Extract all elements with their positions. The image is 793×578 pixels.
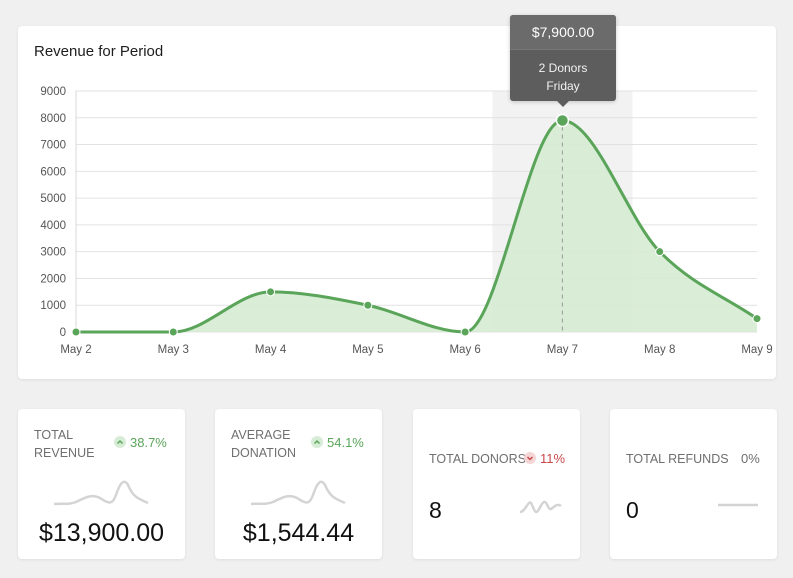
stat-value: 0: [626, 497, 639, 523]
data-point: [266, 287, 276, 297]
stat-value: $1,544.44: [242, 519, 355, 547]
y-tick-label: 1000: [40, 300, 66, 312]
revenue-chart-card: Revenue for Period 9000 8000 7000 6000 5000 4…: [18, 26, 776, 379]
data-point: [752, 314, 762, 324]
stat-value: 8: [429, 497, 442, 523]
y-tick-label: 8000: [40, 113, 66, 125]
sparkline-icon: [54, 480, 149, 506]
sparkline-icon: [718, 503, 758, 507]
arrow-down-icon: [524, 452, 536, 464]
stat-card-total-refunds: TOTAL REFUNDS 0% 0: [610, 409, 777, 559]
x-tick-label: May 2: [60, 344, 91, 356]
tooltip-amount: $7,900.00: [510, 15, 616, 50]
stat-change-value: 54.1%: [327, 435, 364, 450]
x-tick-label: May 9: [741, 344, 772, 356]
revenue-area: [76, 120, 757, 332]
stat-change-value: 11%: [540, 451, 566, 466]
chart-title: Revenue for Period: [34, 43, 164, 60]
y-tick-label: 7000: [40, 140, 66, 152]
stat-card-total-revenue: TOTAL REVENUE 38.7% $13,900.00: [18, 409, 185, 559]
stat-change: 54.1%: [311, 434, 364, 452]
data-point: [655, 247, 665, 257]
y-axis-labels: 9000 8000 7000 6000 5000 4000 3000 2000 1000 0: [40, 86, 66, 339]
stat-card-total-donors: TOTAL DONORS 11% 8: [413, 409, 580, 559]
stat-label: TOTAL REFUNDS: [626, 452, 729, 466]
chart-tooltip: $7,900.00 2 Donors Friday: [510, 15, 616, 107]
x-tick-label: May 7: [547, 344, 578, 356]
data-points: [71, 113, 762, 337]
y-tick-label: 0: [60, 327, 66, 339]
x-tick-label: May 5: [352, 344, 383, 356]
stat-change-value: 0%: [741, 451, 760, 466]
x-axis-labels: May 2 May 3 May 4 May 5 May 6 May 7 May 8 May 9: [60, 344, 772, 356]
x-tick-label: May 8: [644, 344, 675, 356]
revenue-chart: 9000 8000 7000 6000 5000 4000 3000 2000 1000 0 Ma…: [40, 86, 772, 356]
stat-change: 0%: [741, 450, 760, 468]
y-tick-label: 9000: [40, 86, 66, 98]
data-point: [555, 113, 570, 128]
sparkline-icon: [519, 500, 562, 514]
stat-value: $13,900.00: [38, 519, 165, 547]
data-point: [71, 327, 81, 337]
x-tick-label: May 4: [255, 344, 287, 356]
y-tick-label: 6000: [40, 166, 66, 178]
tooltip-donors: 2 Donors: [538, 61, 588, 75]
tooltip-day: Friday: [546, 79, 580, 93]
x-tick-label: May 3: [158, 344, 189, 356]
stat-change: 11%: [524, 450, 565, 468]
stat-change-value: 38.7%: [130, 435, 167, 450]
data-point: [460, 327, 470, 337]
y-tick-label: 5000: [40, 193, 66, 205]
sparkline-icon: [251, 480, 346, 506]
arrow-up-icon: [114, 436, 126, 448]
stat-label: AVERAGE DONATION: [231, 428, 297, 460]
y-tick-label: 2000: [40, 273, 66, 285]
stat-label: TOTAL REVENUE: [34, 428, 95, 460]
data-point: [363, 300, 373, 310]
y-tick-label: 3000: [40, 247, 66, 259]
y-tick-label: 4000: [40, 220, 66, 232]
stat-change: 38.7%: [114, 434, 167, 452]
arrow-up-icon: [311, 436, 323, 448]
x-tick-label: May 6: [449, 344, 480, 356]
stat-label: TOTAL DONORS: [429, 452, 527, 466]
stat-card-average-donation: AVERAGE DONATION 54.1% $1,544.44: [215, 409, 382, 559]
tooltip-arrow: [557, 101, 569, 107]
data-point: [168, 327, 178, 337]
